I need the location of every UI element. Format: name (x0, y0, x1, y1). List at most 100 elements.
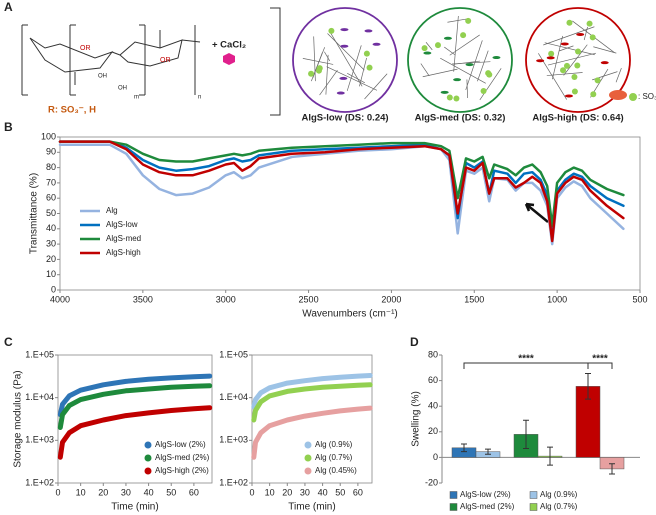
network-strand (583, 26, 588, 41)
legend-swatch (449, 503, 458, 511)
x-tick-label: 0 (249, 487, 254, 497)
network-strand (346, 45, 362, 91)
legend-dot (629, 93, 637, 101)
network-strand (327, 33, 365, 71)
network-strand (359, 57, 367, 87)
legend-label: Alg (0.45%) (315, 466, 357, 475)
significance-bracket (587, 362, 613, 369)
index: n (198, 95, 201, 101)
x-tick-label: 2500 (299, 294, 319, 304)
sulfate-dot (465, 17, 472, 24)
legend-label: AlgS-med (2%) (460, 502, 515, 511)
panel-label: C (4, 335, 13, 349)
network-strand (326, 66, 378, 91)
x-tick-label: 20 (98, 487, 108, 497)
calcium-icon (223, 53, 235, 65)
network-strand (453, 15, 459, 72)
y-tick-label: 1.E+02 (219, 477, 248, 487)
x-axis-label: Wavenumbers (cm⁻¹) (302, 309, 397, 320)
bracket (69, 24, 146, 96)
significance-label: **** (592, 354, 608, 365)
calcium-link (560, 42, 569, 46)
x-tick-label: 3500 (133, 294, 153, 304)
legend-label: AlgS-low (2%) (155, 440, 206, 449)
y-axis-label: Storage modulus (Pa) (13, 370, 24, 467)
line-series (57, 383, 213, 430)
sulfate-dot (574, 62, 581, 69)
sulfate-dot (486, 71, 493, 78)
x-tick-label: 10 (76, 487, 86, 497)
x-tick-label: 60 (189, 487, 199, 497)
plot-frame (57, 354, 213, 484)
y-tick-label: 1.E+04 (219, 392, 248, 402)
network-strand (477, 50, 489, 82)
calcium-link (423, 51, 432, 55)
group: OR (80, 45, 91, 52)
oh: OH (118, 86, 127, 92)
sulfate-dot (434, 42, 441, 49)
sulfate-dot (590, 91, 597, 98)
legend-swatch (144, 454, 152, 462)
y-tick-label: 60 (428, 375, 438, 385)
x-tick-label: 2000 (381, 294, 401, 304)
index: m (134, 95, 139, 101)
legend-label: Alg (0.9%) (540, 490, 578, 499)
oh: OH (98, 74, 107, 80)
x-tick-label: 50 (335, 487, 345, 497)
error-bar (485, 448, 491, 455)
sulfate-dot (566, 19, 573, 26)
calcium-link (492, 56, 501, 60)
panel-a (21, 7, 637, 116)
x-axis-label: Time (min) (111, 502, 158, 513)
sulfate-dot (480, 87, 487, 94)
sulfate-dot (594, 77, 601, 84)
panel-label: D (410, 335, 419, 349)
arrow (524, 202, 549, 223)
network-strand (543, 26, 595, 46)
error-bar (585, 373, 591, 400)
gel-label: AlgS-low (DS: 0.24) (301, 113, 388, 124)
sulfate-dot (421, 45, 428, 52)
calcium-link (465, 63, 474, 67)
y-tick-label: 20 (46, 254, 56, 264)
error-bar (461, 443, 467, 453)
x-tick-label: 3000 (216, 294, 236, 304)
line-series (251, 373, 373, 410)
sulfate-dot (571, 74, 578, 81)
network-strand (422, 68, 458, 78)
legend-swatch (529, 503, 538, 511)
legend-label: AlgS-low (2%) (460, 490, 511, 499)
network-strand (312, 52, 323, 79)
legend-label: AlgS-high (106, 248, 141, 257)
network-strand (325, 54, 329, 95)
y-tick-label: 100 (41, 131, 56, 141)
networks (302, 15, 622, 102)
error-bar (609, 463, 615, 475)
x-tick-label: 10 (265, 487, 275, 497)
line-series (57, 405, 213, 460)
y-tick-label: 40 (428, 401, 438, 411)
y-tick-label: 60 (46, 193, 56, 203)
network-strand (364, 73, 388, 100)
calcium-link (453, 78, 462, 82)
network-strand (313, 36, 316, 82)
line-series (58, 140, 625, 243)
sulfate-dot (548, 50, 555, 57)
calcium-link (339, 76, 348, 80)
network-strand (593, 46, 617, 54)
sulfate-dot (453, 95, 460, 102)
network-strand (302, 58, 334, 65)
line-series (251, 405, 373, 460)
y-tick-label: 80 (46, 162, 56, 172)
y-tick-label: 0 (433, 452, 438, 462)
network-strand (420, 63, 430, 77)
y-tick-label: 10 (46, 269, 56, 279)
y-tick-label: 1.E+04 (25, 392, 54, 402)
bracket (270, 7, 281, 116)
y-tick-label: 90 (46, 147, 56, 157)
bracket (21, 24, 196, 96)
y-tick-label: 1.E+05 (219, 349, 248, 359)
legend-swatch (304, 454, 312, 462)
sulfate-dot (560, 67, 567, 74)
legend-swatch (144, 467, 152, 475)
